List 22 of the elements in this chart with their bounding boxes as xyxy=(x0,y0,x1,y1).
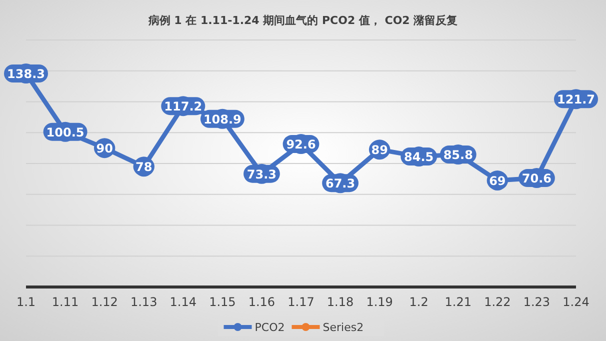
x-tick-label: 1.2 xyxy=(409,295,428,309)
x-tick-label: 1.19 xyxy=(366,295,393,309)
x-tick-label: 1.13 xyxy=(130,295,158,309)
x-tick-label: 1.24 xyxy=(562,295,590,309)
x-tick-label: 1.1 xyxy=(16,295,36,309)
chart-title: 病例 1 在 1.11-1.24 期间血气的 PCO2 值， CO2 潴留反复 xyxy=(147,14,458,27)
legend-label: PCO2 xyxy=(254,321,285,334)
x-tick-label: 1.14 xyxy=(170,295,196,309)
legend-label: Series2 xyxy=(322,321,364,334)
x-tick-label: 1.23 xyxy=(523,295,550,309)
x-tick-label: 1.11 xyxy=(52,295,79,309)
x-tick-label: 1.18 xyxy=(326,295,354,309)
data-label: 78 xyxy=(136,160,152,174)
x-tick-label: 1.22 xyxy=(484,295,511,309)
x-tick-label: 1.16 xyxy=(248,295,276,309)
x-tick-label: 1.21 xyxy=(444,295,472,309)
data-label: 69 xyxy=(489,174,506,188)
data-label: 90 xyxy=(96,142,113,156)
x-tick-label: 1.12 xyxy=(91,295,118,309)
x-tick-label: 1.15 xyxy=(209,295,236,309)
x-tick-label: 1.17 xyxy=(288,295,314,309)
data-label: 89 xyxy=(371,143,388,158)
